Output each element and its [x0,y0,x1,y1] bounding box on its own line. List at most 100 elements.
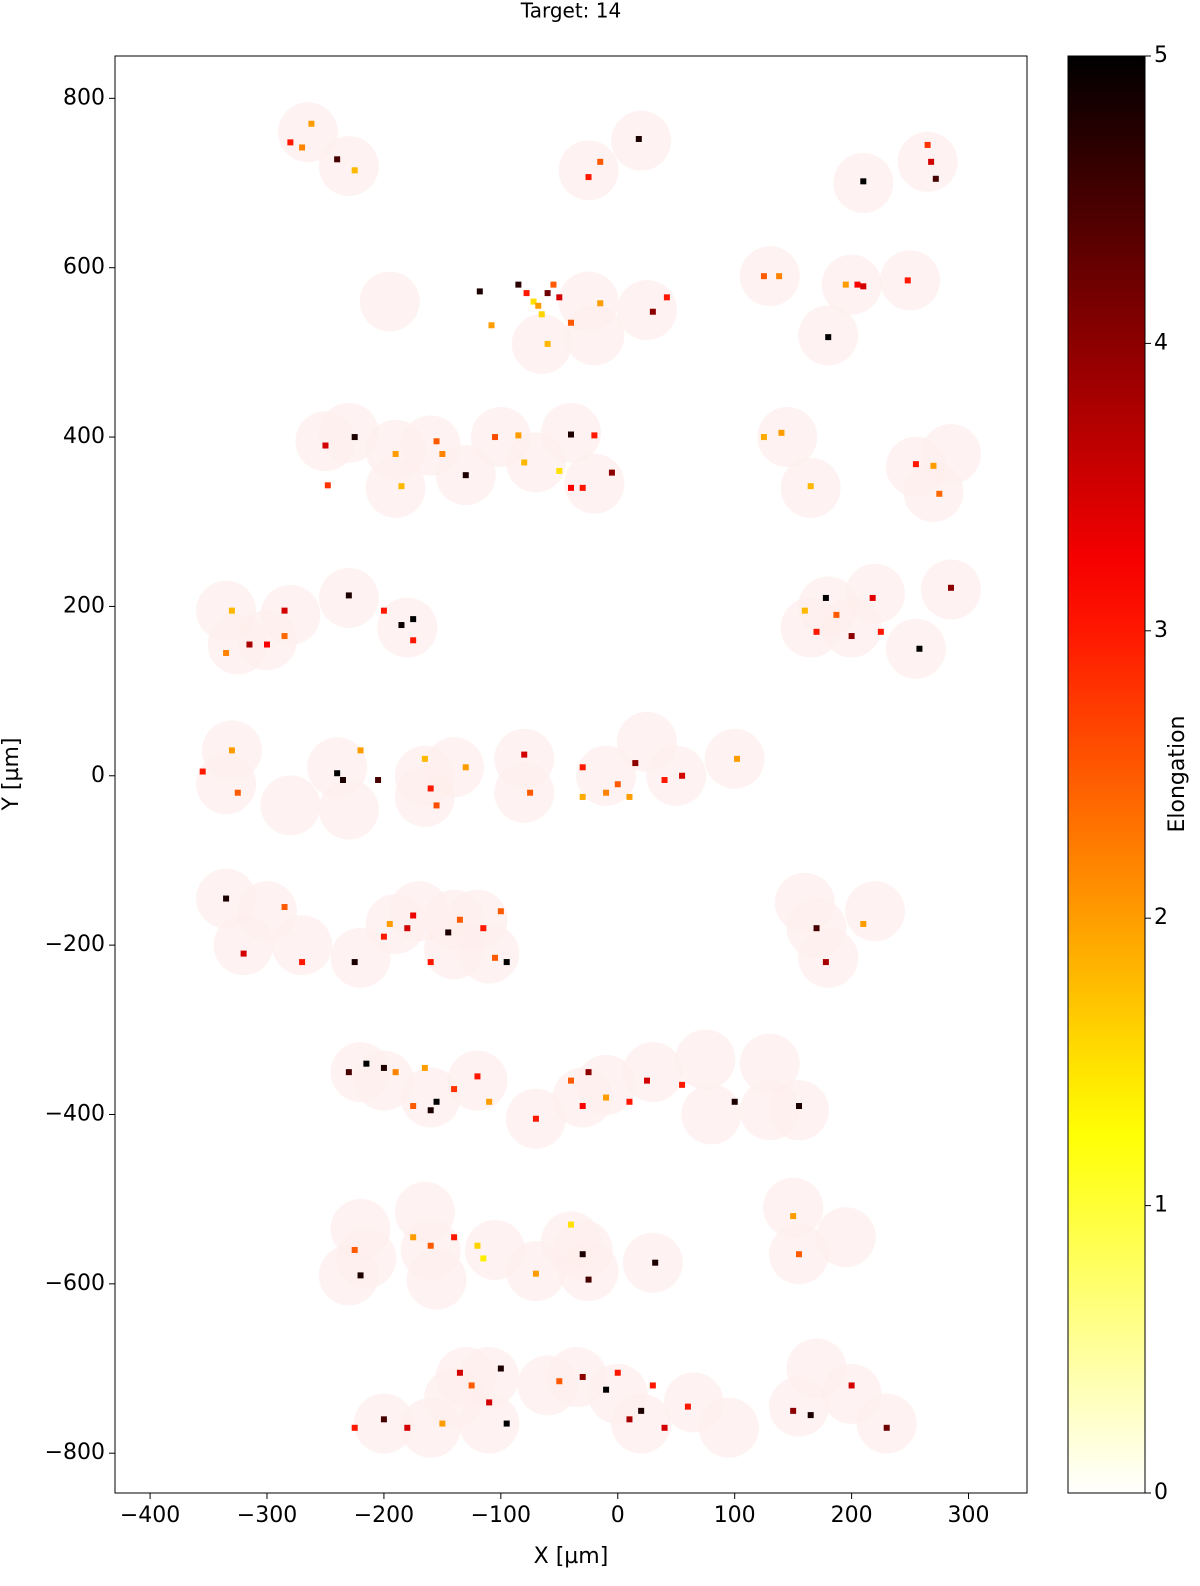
region-circle [424,737,485,798]
particle [439,1420,446,1427]
region-circle [558,140,619,201]
particle [813,925,820,932]
particle [597,158,604,165]
particle [497,1365,504,1372]
particle [568,484,574,491]
particle [521,751,528,758]
particle [684,1403,691,1410]
x-tick-label: −100 [471,1503,531,1528]
particle [264,641,270,648]
region-circle [260,775,321,836]
particle [535,302,542,309]
particle [579,793,586,800]
particle [334,156,341,163]
region-circle [611,1393,672,1454]
particle [340,777,346,784]
particle [530,298,537,305]
particle [822,959,829,966]
particle [936,490,943,497]
x-tick-label: −200 [354,1503,414,1528]
particle [776,273,783,280]
region-circle [564,305,625,366]
particle [199,768,206,775]
particle [351,959,358,966]
particle [427,1107,434,1114]
particle [626,1416,633,1423]
particle [451,1086,458,1093]
particle [404,925,411,932]
particle [544,340,551,347]
particle [351,167,358,174]
plot-frame [114,55,1028,1494]
particle [661,777,668,784]
particle [550,281,557,288]
particle [386,920,393,927]
particle [928,158,935,165]
region-circle [763,1177,824,1238]
particle [234,789,241,796]
x-tick-label: 300 [948,1503,990,1528]
particle [585,174,592,181]
particle [523,290,530,297]
particle [614,781,621,788]
colorbar-tick-label: 4 [1154,330,1168,355]
particle [796,1251,802,1258]
particle [649,308,656,315]
y-tick-label: 200 [63,593,105,618]
region-circle [675,1029,736,1090]
particle [638,1407,645,1414]
particle [579,764,586,771]
colorbar-label: Elongation [1165,715,1190,832]
particle [579,1103,586,1110]
region-circle [622,1042,683,1103]
y-tick-label: 800 [63,85,105,110]
region-circle [365,457,426,518]
particle [532,1115,539,1122]
particle [380,1064,387,1071]
x-tick-label: 200 [831,1503,873,1528]
particle [299,959,306,966]
particle [538,311,545,318]
particle [380,607,387,614]
region-circle [406,1249,467,1310]
particle [497,908,504,915]
particle [503,1420,510,1427]
particle [833,611,840,618]
particle [568,319,574,326]
particle [246,641,253,648]
region-circle [353,1393,414,1454]
particle [860,178,867,185]
particle [527,789,534,796]
particle [351,1246,358,1253]
particle [439,450,446,457]
particle [585,1069,592,1076]
particle [480,925,487,932]
particle [877,628,884,635]
particle [380,1416,387,1423]
particle [488,322,495,329]
particle [860,920,867,927]
particle [568,1077,574,1084]
particle [392,1069,399,1076]
particle [807,483,814,490]
particle [614,1369,621,1376]
particle [421,1064,428,1071]
particle [790,1407,797,1414]
particle [445,929,452,936]
particle [410,912,417,919]
particle [608,469,615,476]
particle [860,283,867,290]
particle [427,1242,434,1249]
colorbar-tick-label: 5 [1154,43,1168,68]
particle [585,1276,592,1283]
region-circle [400,1067,461,1128]
particle [848,1382,855,1389]
particle [427,959,434,966]
region-circle [277,102,338,163]
particle [363,1060,370,1067]
particle [579,484,586,491]
y-tick-label: −400 [45,1101,105,1126]
y-tick-label: −200 [45,932,105,957]
colorbar-tick-label: 3 [1154,618,1168,643]
particle [579,1251,586,1258]
